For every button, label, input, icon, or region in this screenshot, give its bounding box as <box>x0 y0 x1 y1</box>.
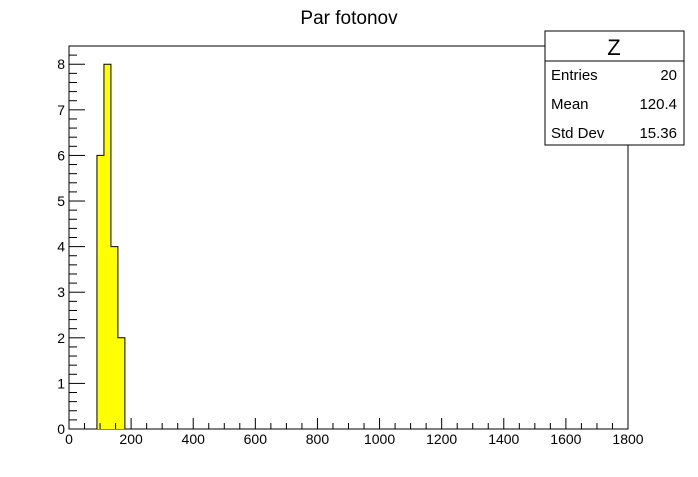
stats-entries-label: Entries <box>551 67 598 84</box>
stats-mean-label: Mean <box>551 96 589 113</box>
histogram-bar-1 <box>103 64 111 429</box>
y-tick-label: 1 <box>57 375 65 391</box>
y-tick-label: 4 <box>57 239 65 255</box>
chart-title: Par fotonov <box>300 8 398 29</box>
x-tick-label: 1400 <box>488 431 519 447</box>
histogram-bar-0 <box>96 155 104 429</box>
stats-mean-value: 120.4 <box>639 96 677 113</box>
y-axis: 0 1 2 3 4 5 6 7 8 <box>57 45 85 437</box>
x-tick-label: 1800 <box>612 431 643 447</box>
x-tick-label: 400 <box>182 431 206 447</box>
histogram-bar-2 <box>110 246 118 429</box>
histogram-bar-3 <box>117 337 125 429</box>
y-tick-label: 6 <box>57 147 65 163</box>
x-tick-label: 1600 <box>550 431 581 447</box>
x-axis: 0 200 400 600 800 1000 1200 1400 1600 1800 <box>65 418 644 447</box>
x-tick-label: 1200 <box>426 431 457 447</box>
y-tick-label: 5 <box>57 193 65 209</box>
plot-frame <box>68 45 629 430</box>
x-tick-label: 0 <box>65 431 73 447</box>
stats-box-frame <box>544 30 685 146</box>
y-tick-label: 8 <box>57 56 65 72</box>
x-tick-label: 600 <box>244 431 268 447</box>
x-tick-label: 800 <box>306 431 330 447</box>
y-tick-label: 2 <box>57 330 65 346</box>
stats-entries-value: 20 <box>660 67 677 84</box>
stats-stddev-label: Std Dev <box>551 125 605 142</box>
y-tick-label: 0 <box>57 421 65 437</box>
y-tick-label: 3 <box>57 284 65 300</box>
histogram-bars <box>96 64 125 429</box>
stats-box: Z Entries 20 Mean 120.4 Std Dev 15.36 <box>544 30 685 146</box>
y-tick-label: 7 <box>57 102 65 118</box>
x-tick-label: 200 <box>119 431 143 447</box>
stats-stddev-value: 15.36 <box>639 125 677 142</box>
x-tick-label: 1000 <box>364 431 395 447</box>
stats-box-title: Z <box>607 35 620 60</box>
histogram-outline <box>96 63 126 429</box>
